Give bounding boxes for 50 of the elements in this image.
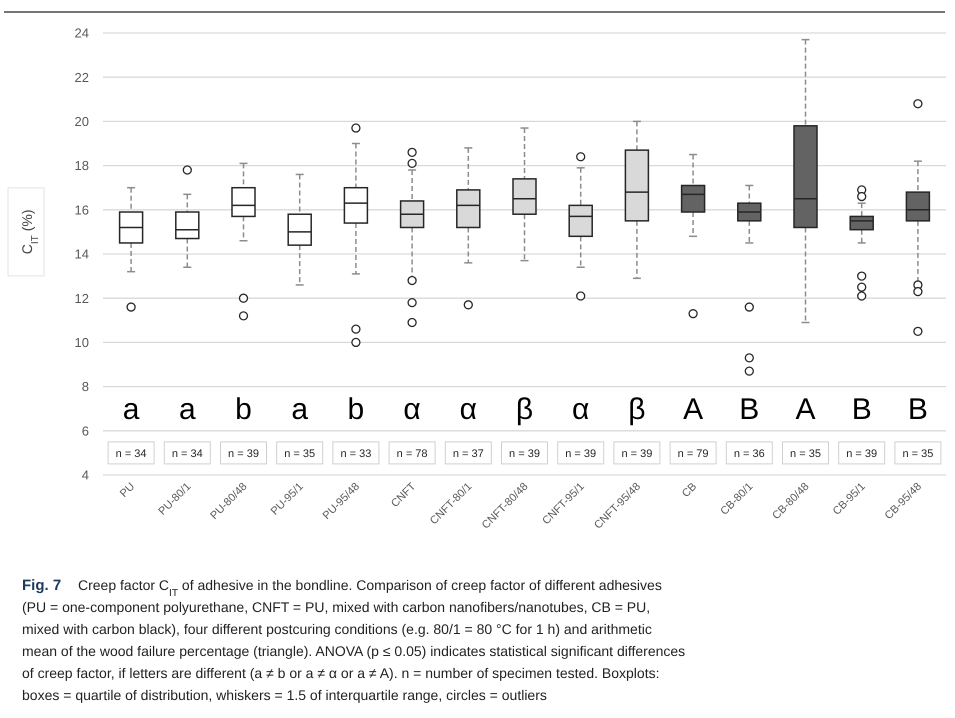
annotation: B	[852, 393, 872, 426]
annotation: B	[908, 393, 928, 426]
annotation: α	[460, 393, 477, 426]
annotation: a	[291, 393, 308, 426]
text: mean of the wood failure percentage (triangle). ANOVA (p ≤ 0.05) indicates statistical significant differences	[22, 643, 686, 659]
annotation: b	[235, 393, 252, 426]
annotation: a	[178, 393, 196, 426]
annotation: n = 39	[565, 448, 596, 460]
annotation: B	[739, 393, 760, 426]
annotation: n = 35	[790, 448, 821, 460]
y-tick-label: 10	[74, 334, 89, 350]
y-tick-label: 22	[74, 70, 89, 85]
annotation: n = 39	[509, 448, 540, 460]
y-tick-label: 6	[82, 423, 89, 438]
x-tick-label: CB	[680, 480, 700, 500]
y-tick-label: 18	[74, 158, 89, 174]
text: (PU = one-component polyurethane, CNFT = PU, mixed with carbon nanofibers/nanotubes, CB = PU,	[22, 599, 650, 615]
x-tick-label: PU	[118, 480, 138, 500]
y-tick-label: 4	[82, 468, 89, 483]
annotation: n = 36	[734, 448, 765, 460]
annotation: A	[683, 393, 704, 426]
annotation: n = 34	[172, 448, 203, 460]
y-tick-label: 8	[82, 379, 89, 394]
text: boxes = quartile of distribution, whiskers = 1.5 of interquartile range, circles = outliers	[22, 687, 547, 703]
text: mixed with carbon black), four different postcuring conditions (e.g. 80/1 = 80 °C for 1 h) and arithmetic	[22, 621, 652, 637]
y-tick-label: 16	[74, 202, 89, 218]
annotation: n = 35	[902, 448, 934, 460]
annotation: n = 78	[396, 448, 428, 460]
y-tick-label: 12	[74, 290, 89, 306]
annotation: A	[795, 393, 816, 426]
text: of creep factor, if letters are different (a ≠ b or a ≠ α or a ≠ A). n = number of specimen tested. Boxplots:	[22, 665, 660, 681]
annotation: n = 39	[621, 448, 652, 460]
annotation: a	[122, 393, 140, 426]
text: Creep factor C$_{IT}$ of adhesive in the bondline. Comparison of creep factor of different adhesives	[78, 577, 662, 598]
y-tick-label: 14	[74, 246, 89, 262]
y-tick-label: 24	[74, 26, 89, 41]
annotation: α	[572, 393, 590, 426]
annotation: b	[348, 393, 364, 426]
annotation: n = 35	[284, 448, 316, 460]
y-tick-label: 20	[74, 114, 89, 129]
annotation: n = 79	[678, 448, 709, 460]
annotation: n = 39	[846, 448, 878, 460]
annotation: n = 37	[452, 448, 484, 460]
annotation: n = 33	[340, 448, 372, 460]
annotation: n = 34	[116, 448, 147, 460]
annotation: α	[403, 393, 421, 426]
annotation: β	[628, 393, 646, 426]
annotation: n = 39	[228, 448, 259, 460]
annotation: β	[516, 393, 534, 426]
text: Fig. 7	[22, 577, 62, 594]
